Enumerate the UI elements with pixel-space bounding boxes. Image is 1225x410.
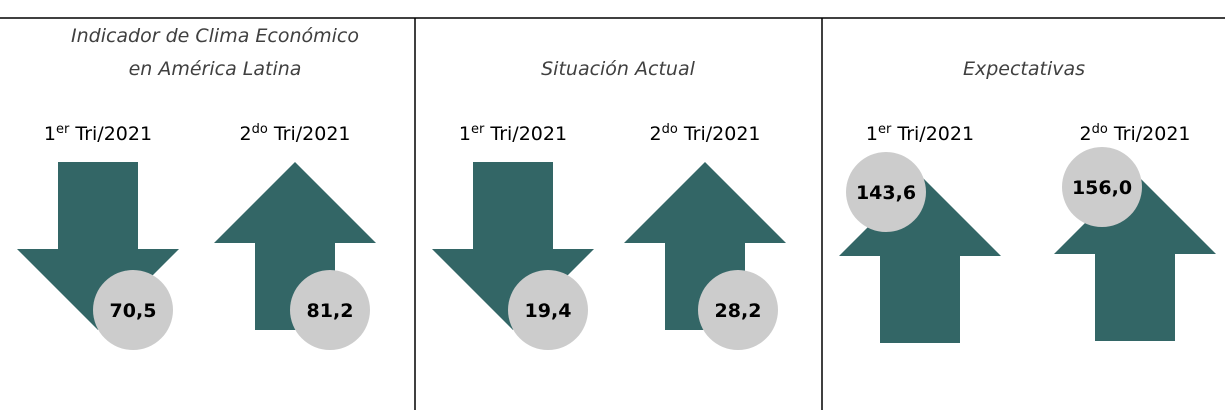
- period-label: 1er Tri/2021: [866, 122, 974, 145]
- period-suffix: er: [56, 122, 70, 137]
- value-badge: [846, 152, 926, 232]
- value-label: 156,0: [1072, 177, 1132, 199]
- period-suffix: er: [878, 122, 892, 137]
- period-rest: Tri/2021: [69, 123, 152, 145]
- panel-title: Indicador de Clima Económico: [71, 25, 359, 47]
- period-number: 2: [649, 123, 661, 145]
- arrow-up: [214, 162, 376, 330]
- value-label: 143,6: [856, 182, 916, 204]
- value-label: 70,5: [110, 300, 157, 322]
- value-label: 19,4: [525, 300, 572, 322]
- period-label: 1er Tri/2021: [44, 122, 152, 145]
- arrow-up: [624, 162, 786, 330]
- value-label: 81,2: [307, 300, 354, 322]
- period-label: 2do Tri/2021: [1079, 122, 1190, 145]
- period-number: 2: [1079, 123, 1091, 145]
- period-number: 1: [44, 123, 56, 145]
- panel-title: Expectativas: [963, 58, 1085, 80]
- value-badge: [290, 270, 370, 350]
- value-badge: [1062, 147, 1142, 227]
- value-badge: [508, 270, 588, 350]
- period-suffix: er: [471, 122, 485, 137]
- period-rest: Tri/2021: [678, 123, 761, 145]
- period-rest: Tri/2021: [484, 123, 567, 145]
- panel-title: en América Latina: [129, 58, 302, 80]
- period-suffix: do: [1092, 122, 1108, 137]
- period-rest: Tri/2021: [268, 123, 351, 145]
- period-number: 1: [459, 123, 471, 145]
- period-label: 1er Tri/2021: [459, 122, 567, 145]
- period-rest: Tri/2021: [891, 123, 974, 145]
- period-number: 2: [239, 123, 251, 145]
- period-label: 2do Tri/2021: [239, 122, 350, 145]
- value-badge: [698, 270, 778, 350]
- period-number: 1: [866, 123, 878, 145]
- panel-title: Situación Actual: [541, 58, 695, 80]
- period-rest: Tri/2021: [1108, 123, 1191, 145]
- period-suffix: do: [662, 122, 678, 137]
- value-badge: [93, 270, 173, 350]
- period-suffix: do: [252, 122, 268, 137]
- value-label: 28,2: [715, 300, 762, 322]
- period-label: 2do Tri/2021: [649, 122, 760, 145]
